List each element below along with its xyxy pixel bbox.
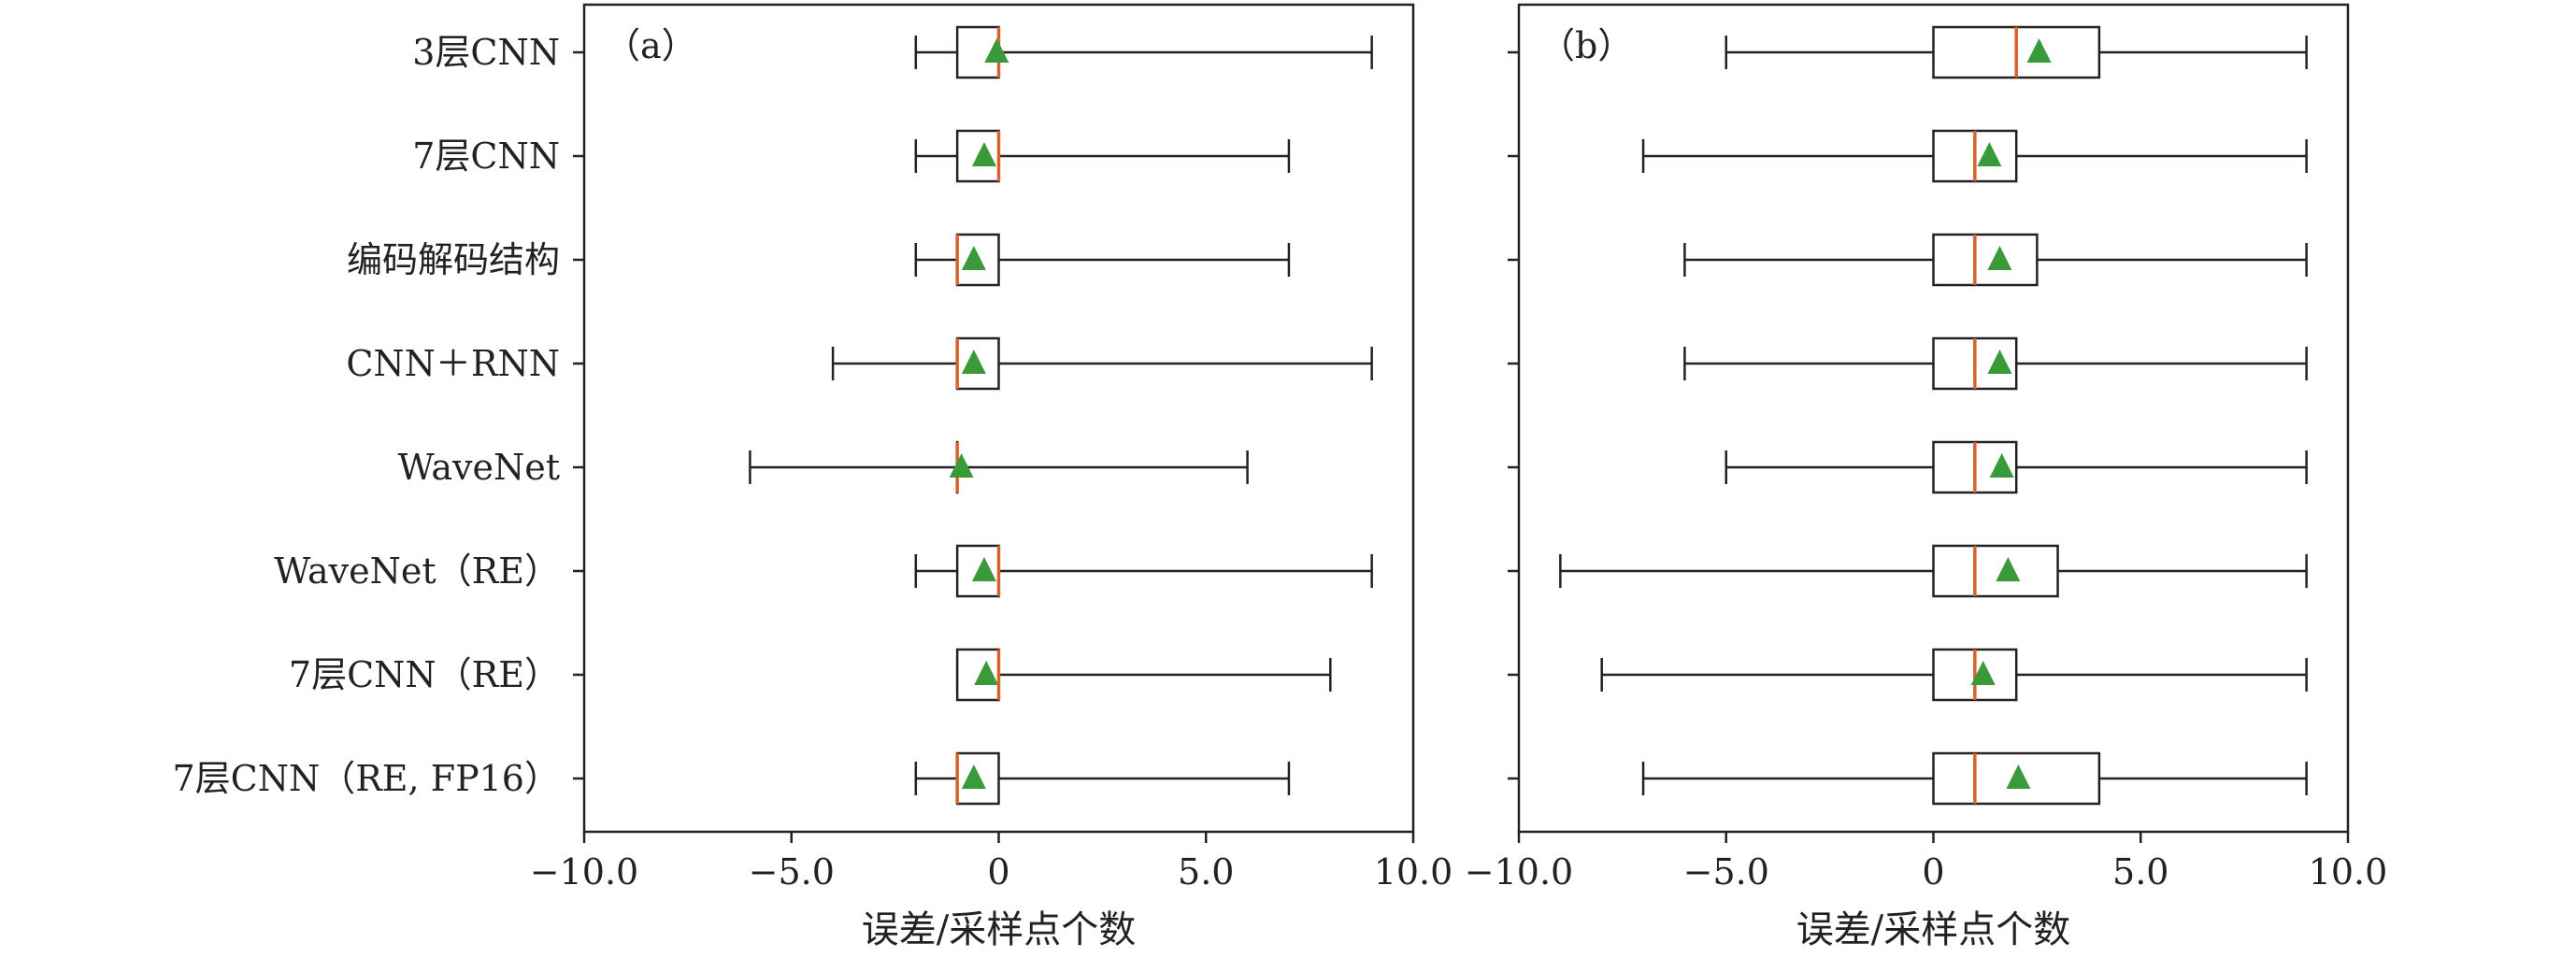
box-row [1508, 648, 2308, 702]
x-axis-title: 误差/采样点个数 [862, 908, 1136, 951]
mean-marker [2026, 38, 2052, 63]
box-row [1508, 751, 2308, 806]
panel-label: （a） [605, 25, 697, 66]
x-tick-label: 10.0 [2309, 851, 2388, 893]
mean-marker [2006, 764, 2031, 789]
x-tick-label: 0 [1922, 851, 1944, 893]
box-row: CNN＋RNN [346, 336, 1373, 391]
box-row: 3层CNN [412, 25, 1373, 79]
plot-frame [1517, 3, 2350, 834]
iqr-box [1932, 544, 2059, 598]
box-row: 7层CNN（RE, FP16） [172, 751, 1291, 806]
panel-b: （b） −10.0 −5.0 0 5.0 10.0 误差/采样点个数 [1465, 3, 2388, 951]
mean-marker [971, 557, 996, 581]
box-row: WaveNet [398, 440, 1249, 494]
category-label: 编码解码结构 [347, 239, 560, 280]
x-tick-label: −10.0 [530, 851, 638, 893]
box-row [1508, 233, 2308, 287]
mean-marker [961, 246, 986, 270]
box-row [1508, 440, 2308, 494]
mean-marker [1970, 661, 1996, 685]
box-row [1508, 25, 2308, 79]
mean-marker [961, 350, 986, 374]
category-label: CNN＋RNN [346, 343, 560, 384]
box-row [1508, 544, 2308, 598]
box-row [1508, 129, 2308, 183]
category-label: WaveNet（RE） [274, 550, 560, 592]
x-axis-title: 误差/采样点个数 [1796, 908, 2070, 951]
box-row: 7层CNN（RE） [289, 648, 1332, 702]
panel-label: （b） [1539, 25, 1633, 66]
mean-marker [1977, 142, 2002, 166]
mean-marker [974, 661, 999, 685]
box-row [1508, 336, 2308, 391]
x-tick-label: 5.0 [2112, 851, 2168, 893]
x-tick-label: 10.0 [1374, 851, 1453, 893]
iqr-box [955, 233, 1000, 287]
mean-marker [984, 38, 1009, 63]
x-tick-label: 0 [987, 851, 1009, 893]
mean-marker [949, 453, 974, 478]
category-label: 7层CNN（RE） [289, 654, 560, 695]
panel-a: （a） −10.0 −5.0 0 5.0 10.0 误差/采样点个数 3层CNN 7层CNN 编码… [172, 3, 1453, 951]
category-label: 3层CNN [412, 32, 560, 73]
x-tick-label: −10.0 [1465, 851, 1573, 893]
box-row: 编码解码结构 [347, 233, 1291, 287]
mean-marker [1996, 557, 2021, 581]
box-row: 7层CNN [412, 129, 1291, 183]
mean-marker [961, 764, 986, 789]
mean-marker [1987, 246, 2012, 270]
plot-frame [582, 3, 1415, 834]
mean-marker [971, 142, 996, 166]
x-tick-label: −5.0 [749, 851, 835, 893]
x-tick-label: −5.0 [1683, 851, 1769, 893]
category-label: WaveNet [398, 447, 560, 488]
iqr-box [1932, 233, 2039, 287]
category-label: 7层CNN（RE, FP16） [172, 758, 560, 799]
mean-marker [1987, 350, 2012, 374]
mean-marker [1989, 453, 2014, 478]
category-label: 7层CNN [412, 136, 560, 177]
x-tick-label: 5.0 [1178, 851, 1234, 893]
box-row: WaveNet（RE） [274, 544, 1373, 598]
